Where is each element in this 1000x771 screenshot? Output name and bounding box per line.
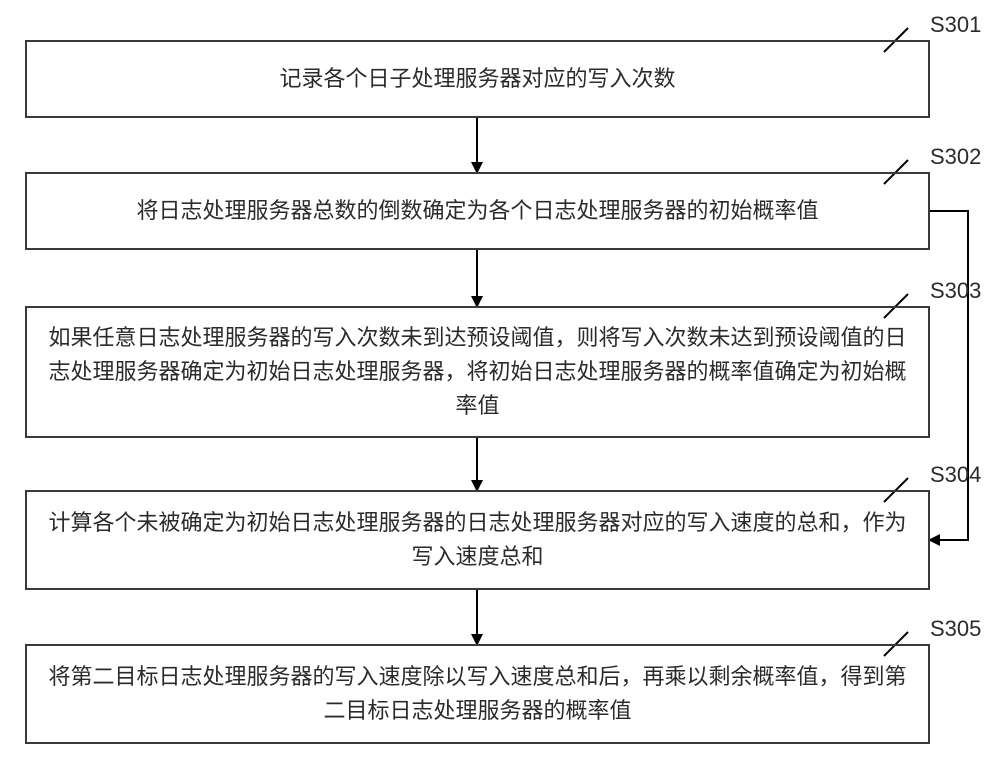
flowchart-canvas: 记录各个日子处理服务器对应的写入次数 S301 将日志处理服务器总数的倒数确定为各个… (0, 0, 1000, 771)
flowchart-node: 如果任意日志处理服务器的写入次数未到达预设阈值，则将写入次数未达到预设阈值的日志… (25, 306, 930, 438)
flowchart-node-text: 将第二目标日志处理服务器的写入速度除以写入速度总和后，再乘以剩余概率值，得到第二… (41, 660, 914, 728)
flowchart-step-label: S304 (930, 462, 981, 488)
flowchart-node: 记录各个日子处理服务器对应的写入次数 (25, 40, 930, 118)
flowchart-node-text: 如果任意日志处理服务器的写入次数未到达预设阈值，则将写入次数未达到预设阈值的日志… (41, 321, 914, 423)
flowchart-edge (930, 211, 968, 540)
flowchart-step-label: S305 (930, 616, 981, 642)
flowchart-node: 计算各个未被确定为初始日志处理服务器的日志处理服务器对应的写入速度的总和，作为写… (25, 490, 930, 590)
flowchart-node-text: 将日志处理服务器总数的倒数确定为各个日志处理服务器的初始概率值 (136, 194, 818, 228)
flowchart-node: 将日志处理服务器总数的倒数确定为各个日志处理服务器的初始概率值 (25, 172, 930, 250)
flowchart-step-label: S302 (930, 144, 981, 170)
flowchart-step-label: S301 (930, 12, 981, 38)
flowchart-node-text: 记录各个日子处理服务器对应的写入次数 (279, 62, 675, 96)
flowchart-node-text: 计算各个未被确定为初始日志处理服务器的日志处理服务器对应的写入速度的总和，作为写… (41, 506, 914, 574)
flowchart-node: 将第二目标日志处理服务器的写入速度除以写入速度总和后，再乘以剩余概率值，得到第二… (25, 644, 930, 744)
flowchart-step-label: S303 (930, 278, 981, 304)
